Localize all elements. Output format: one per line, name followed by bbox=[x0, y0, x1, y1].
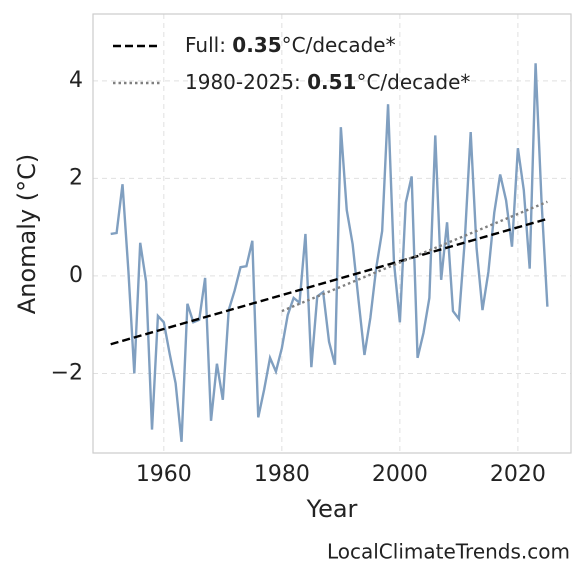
y-tick-label: −2 bbox=[51, 360, 83, 385]
legend-text: 0.35 bbox=[232, 33, 281, 57]
x-tick-label: 1960 bbox=[136, 462, 192, 487]
y-tick-label: 4 bbox=[69, 68, 83, 93]
legend-text: 1980-2025: bbox=[185, 70, 307, 94]
source: LocalClimateTrends.com bbox=[327, 540, 570, 564]
series-line bbox=[110, 63, 549, 442]
x-tick-label: 2000 bbox=[372, 462, 428, 487]
legend-text: °C/decade* bbox=[282, 33, 396, 57]
legend-text: °C/decade* bbox=[356, 70, 470, 94]
legend-label: Full: 0.35°C/decade* bbox=[185, 33, 396, 57]
legend-text: Full: bbox=[185, 33, 232, 57]
series-line bbox=[281, 200, 548, 313]
x-axis-label: Year bbox=[306, 495, 358, 523]
y-axis-label: Anomaly (°C) bbox=[13, 154, 41, 314]
x-tick-label: 1980 bbox=[254, 462, 310, 487]
legend-label: 1980-2025: 0.51°C/decade* bbox=[185, 70, 470, 94]
y-tick-label: 2 bbox=[69, 165, 83, 190]
legend-text: 0.51 bbox=[307, 70, 356, 94]
plot-frame bbox=[92, 13, 572, 454]
x-tick-label: 2020 bbox=[490, 462, 546, 487]
y-tick-label: 0 bbox=[69, 263, 83, 288]
series-line bbox=[110, 217, 548, 346]
